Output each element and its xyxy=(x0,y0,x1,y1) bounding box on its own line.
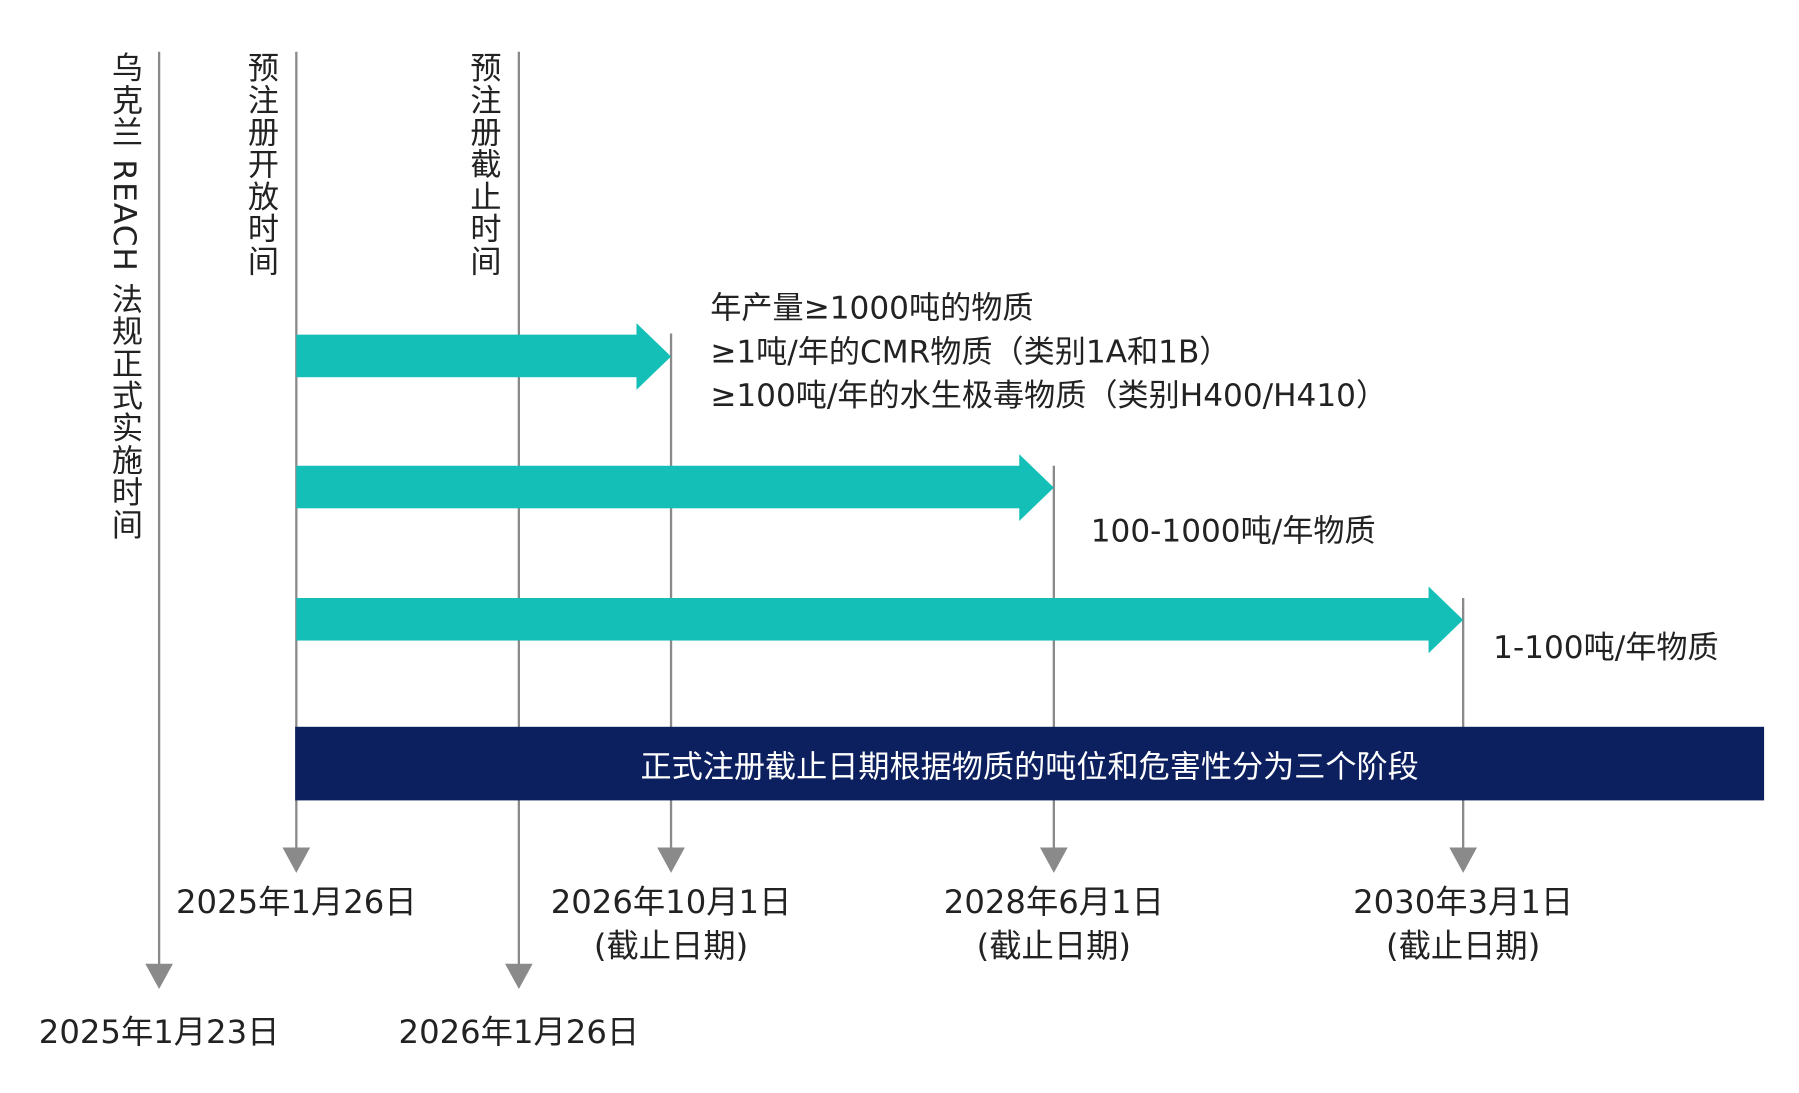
timeline-line-reach xyxy=(157,51,161,966)
phase3-arrow xyxy=(296,598,1430,641)
prereg-open-date: 2025年1月26日 xyxy=(175,883,417,922)
arrow-down-icon xyxy=(505,963,533,989)
phase3-date-note: (截止日期) xyxy=(1385,926,1541,965)
timeline-line-phase2 xyxy=(1052,465,1055,851)
phase1-criteria: 年产量≥1000吨的物质 ≥1吨/年的CMR物质（类别1A和1B） ≥100吨/… xyxy=(710,288,1387,419)
phases-banner: 正式注册截止日期根据物质的吨位和危害性分为三个阶段 xyxy=(295,726,1765,801)
banner-text: 正式注册截止日期根据物质的吨位和危害性分为三个阶段 xyxy=(640,749,1419,785)
arrow-down-icon xyxy=(1040,847,1068,873)
phase1-date: 2026年10月1日 (截止日期) xyxy=(521,881,821,968)
phase1-criteria-line: 年产量≥1000吨的物质 xyxy=(710,290,1034,327)
timeline-line-prereg-open xyxy=(295,51,298,851)
phase2-criteria: 100-1000吨/年物质 xyxy=(1090,514,1376,550)
arrow-down-icon xyxy=(657,847,685,873)
phase1-criteria-line: ≥1吨/年的CMR物质（类别1A和1B） xyxy=(710,334,1231,371)
phase2-date: 2028年6月1日 (截止日期) xyxy=(904,881,1204,968)
phase2-date-note: (截止日期) xyxy=(976,926,1132,965)
timeline-line-phase3 xyxy=(1462,598,1465,851)
arrow-down-icon xyxy=(1449,847,1477,873)
arrow-down-icon xyxy=(282,847,311,873)
phase1-arrow xyxy=(296,334,638,378)
prereg-close-label: 预注册截止时间 xyxy=(464,51,501,278)
arrow-down-icon xyxy=(145,963,173,989)
arrow-right-icon xyxy=(636,323,672,390)
timeline-line-phase1 xyxy=(669,333,673,851)
reach-effective-date: 2025年1月23日 xyxy=(38,1013,280,1052)
prereg-close-date: 2026年1月26日 xyxy=(398,1013,640,1052)
prereg-open-label: 预注册开放时间 xyxy=(242,51,278,278)
phase3-date-value: 2030年3月1日 xyxy=(1353,883,1574,922)
phase3-date: 2030年3月1日 (截止日期) xyxy=(1313,881,1613,968)
phase1-criteria-line: ≥100吨/年的水生极毒物质（类别H400/H410） xyxy=(710,378,1388,414)
reach-effective-label: 乌克兰 REACH 法规正式实施时间 xyxy=(106,51,142,541)
phase3-criteria: 1-100吨/年物质 xyxy=(1493,630,1719,666)
phase2-date-value: 2028年6月1日 xyxy=(943,883,1164,922)
timeline-line-prereg-close xyxy=(517,51,521,966)
phase1-date-value: 2026年10月1日 xyxy=(550,883,792,922)
phase2-arrow xyxy=(296,465,1021,509)
phase1-date-note: (截止日期) xyxy=(593,926,749,965)
arrow-right-icon xyxy=(1428,586,1464,654)
arrow-right-icon xyxy=(1019,454,1054,521)
